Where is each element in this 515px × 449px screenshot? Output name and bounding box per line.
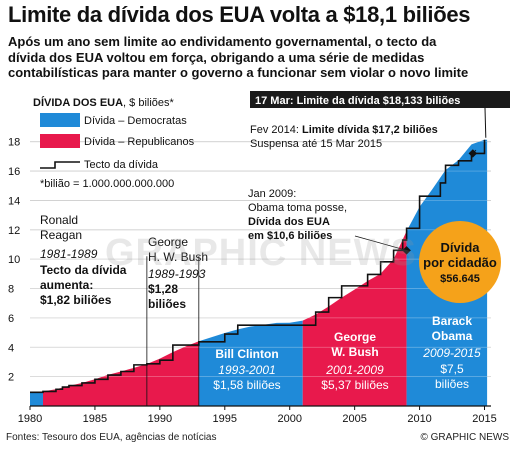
per-citizen-value: $56.645 bbox=[440, 273, 480, 285]
legend-label-democrats: Dívida – Democratas bbox=[84, 115, 187, 127]
y-tick-label-14: 14 bbox=[8, 195, 20, 207]
president-years-bush-jr: 2001-2009 bbox=[325, 363, 384, 377]
y-tick-label-16: 16 bbox=[8, 166, 20, 178]
callout-text: 17 Mar: Limite da dívida $18,133 biliões bbox=[255, 95, 460, 107]
x-tick-label-2000: 2000 bbox=[277, 413, 301, 425]
y-axis-label: DÍVIDA DOS EUA, $ biliões* bbox=[33, 96, 175, 109]
y-tick-label-4: 4 bbox=[8, 342, 14, 354]
subtitle-line-2: dívida dos EUA voltou em força, obrigand… bbox=[8, 49, 425, 65]
legend-label-republicans: Dívida – Republicanos bbox=[84, 136, 195, 148]
president-label-bush-jr-2: W. Bush bbox=[331, 345, 378, 359]
marker-feb2014 bbox=[468, 149, 478, 158]
annotation-jan2009-line1: Jan 2009: bbox=[248, 188, 296, 200]
debt-area-1 bbox=[146, 341, 199, 406]
marker-jan2009 bbox=[402, 246, 411, 255]
president-label-obama-2: Obama bbox=[432, 329, 473, 343]
y-tick-label-18: 18 bbox=[8, 137, 20, 149]
president-label-reagan-2: Reagan bbox=[40, 228, 82, 242]
president-years-reagan: 1981-1989 bbox=[40, 247, 98, 261]
president-years-obama: 2009-2015 bbox=[422, 346, 481, 360]
annotation-jan2009-leader bbox=[354, 235, 407, 251]
subtitle-line-3: contabilísticas para manter o governo a … bbox=[8, 65, 469, 80]
legend-note: *bilião = 1.000.000.000.000 bbox=[40, 178, 174, 190]
annotation-jan2009-line2: Obama toma posse, bbox=[248, 202, 347, 214]
x-tick-label-2015: 2015 bbox=[472, 413, 496, 425]
subtitle-line-1: Após um ano sem limite ao endividamento … bbox=[8, 34, 437, 49]
x-tick-label-1990: 1990 bbox=[148, 413, 172, 425]
president-label-bush-sr-1: George bbox=[148, 235, 188, 249]
x-tick-label-1985: 1985 bbox=[83, 413, 107, 425]
president-years-clinton: 1993-2001 bbox=[218, 363, 275, 377]
legend-swatch-republicans bbox=[40, 134, 80, 148]
callout-leader bbox=[484, 107, 487, 138]
y-tick-label-10: 10 bbox=[8, 254, 20, 266]
president-label-clinton: Bill Clinton bbox=[215, 347, 278, 361]
president-note-obama-1: $7,5 bbox=[440, 362, 464, 376]
per-citizen-circle bbox=[419, 221, 501, 303]
per-citizen-label-2: por cidadão bbox=[423, 255, 497, 270]
annotation-jan2009-bold-line2: em $10,6 biliões bbox=[248, 230, 332, 242]
president-label-bush-jr-1: George bbox=[334, 330, 376, 344]
y-tick-label-8: 8 bbox=[8, 284, 14, 296]
callout-box bbox=[250, 91, 510, 108]
debt-chart: 2 4 6 8 10 12 14 16 18 1980 1985 1990 1995 2000 2005 20… bbox=[8, 91, 510, 425]
president-note-reagan-1: Tecto da dívida bbox=[40, 263, 127, 277]
president-note-bush-jr: $5,37 biliões bbox=[321, 378, 388, 392]
debt-area-carter bbox=[30, 391, 43, 406]
legend-swatch-ceiling bbox=[40, 161, 80, 169]
source-note: Fontes: Tesouro dos EUA, agências de not… bbox=[6, 432, 217, 443]
president-label-bush-sr-2: H. W. Bush bbox=[148, 250, 208, 264]
page-subtitle: Após um ano sem limite ao endividamento … bbox=[8, 34, 513, 81]
x-tick-label-2005: 2005 bbox=[342, 413, 366, 425]
debt-ceiling-line bbox=[30, 139, 486, 394]
page-title: Limite da dívida dos EUA volta a $18,1 b… bbox=[8, 2, 471, 27]
x-tick-label-1995: 1995 bbox=[213, 413, 237, 425]
president-years-bush-sr: 1989-1993 bbox=[148, 267, 206, 281]
president-note-reagan-3: $1,82 biliões bbox=[40, 293, 112, 307]
per-citizen-label-1: Dívida bbox=[440, 240, 480, 255]
y-tick-label-12: 12 bbox=[8, 225, 20, 237]
legend-swatch-democrats bbox=[40, 113, 80, 127]
y-tick-label-2: 2 bbox=[8, 372, 14, 384]
annotation-feb2014-line2: Suspensa até 15 Mar 2015 bbox=[250, 138, 382, 150]
annotation-feb2014-line1: Fev 2014: Limite dívida $17,2 biliões bbox=[250, 124, 438, 136]
x-tick-label-1980: 1980 bbox=[18, 413, 42, 425]
x-tick-label-2010: 2010 bbox=[407, 413, 431, 425]
president-label-obama-1: Barack bbox=[432, 314, 472, 328]
annotation-jan2009-bold-line1: Dívida dos EUA bbox=[248, 216, 330, 228]
president-note-reagan-2: aumenta: bbox=[40, 278, 93, 292]
president-note-obama-2: biliões bbox=[435, 377, 469, 391]
president-note-bush-sr-2: biliões bbox=[148, 297, 186, 311]
legend-label-ceiling: Tecto da dívida bbox=[84, 159, 159, 171]
credit: © GRAPHIC NEWS bbox=[420, 432, 510, 443]
president-note-clinton: $1,58 biliões bbox=[213, 378, 280, 392]
president-note-bush-sr-1: $1,28 bbox=[148, 282, 178, 296]
y-tick-label-6: 6 bbox=[8, 313, 14, 325]
president-label-reagan-1: Ronald bbox=[40, 213, 78, 227]
